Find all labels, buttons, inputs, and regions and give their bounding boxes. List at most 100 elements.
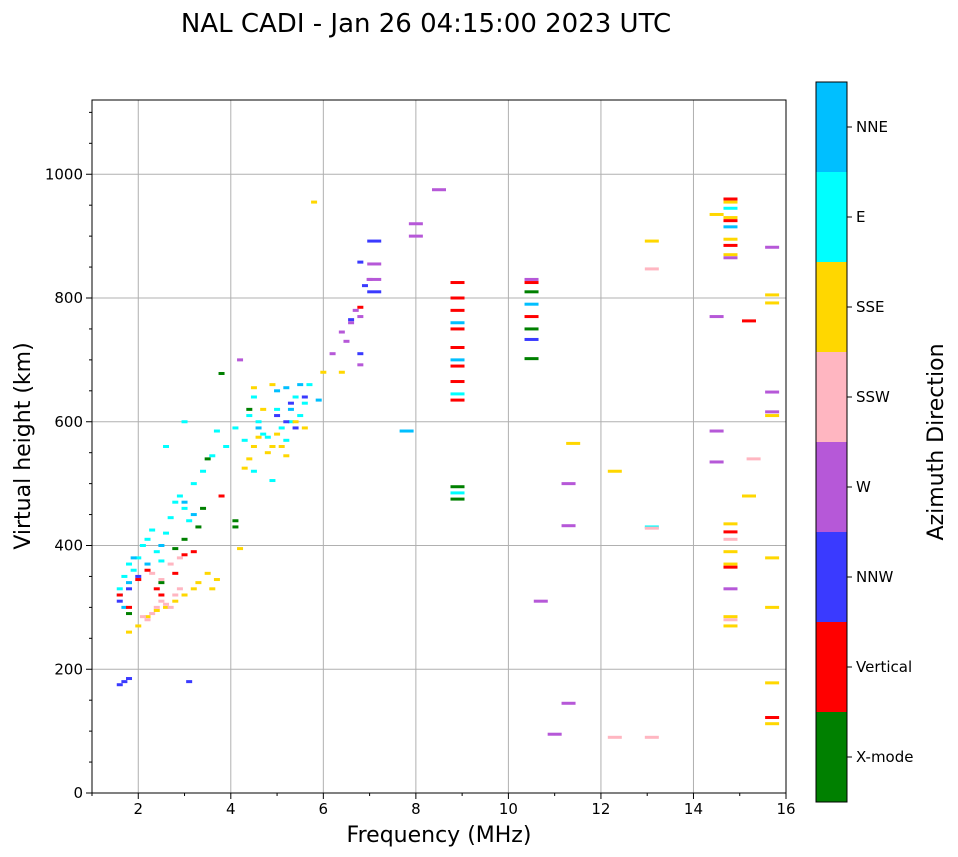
axis-layer: 2 4 6 8 10 12 14 16 0 200 400 600 800 1000 bbox=[45, 111, 796, 818]
data-point bbox=[765, 681, 780, 685]
data-point bbox=[126, 630, 133, 634]
x-tick-label: 12 bbox=[591, 800, 610, 818]
data-point bbox=[561, 524, 576, 528]
data-point bbox=[250, 445, 257, 448]
data-point bbox=[195, 581, 202, 585]
data-point bbox=[741, 494, 756, 498]
data-point bbox=[153, 608, 160, 612]
data-point bbox=[121, 574, 128, 578]
data-point bbox=[139, 615, 146, 619]
data-point bbox=[450, 308, 465, 312]
data-point bbox=[283, 386, 290, 390]
data-point bbox=[408, 222, 423, 226]
data-point bbox=[274, 432, 281, 436]
colorbar-segment bbox=[816, 712, 847, 802]
data-point bbox=[607, 735, 622, 739]
plot-frame bbox=[91, 99, 787, 794]
data-point bbox=[524, 315, 539, 319]
colorbar: X-mode Vertical NNW W SSW SSE E NNE bbox=[815, 81, 913, 803]
data-point bbox=[292, 420, 299, 424]
data-point bbox=[709, 460, 724, 464]
data-point bbox=[158, 578, 165, 582]
data-point bbox=[765, 245, 780, 249]
series-ssw bbox=[139, 267, 761, 739]
data-point bbox=[561, 482, 576, 486]
data-point bbox=[607, 469, 622, 473]
data-point bbox=[450, 485, 465, 489]
data-point bbox=[204, 571, 211, 575]
data-point bbox=[566, 441, 581, 445]
data-point bbox=[533, 599, 548, 603]
data-point bbox=[167, 562, 174, 566]
x-tick-label: 6 bbox=[319, 800, 329, 818]
data-point bbox=[260, 407, 267, 411]
colorbar-tick-label: X-mode bbox=[856, 748, 913, 766]
series-nnw bbox=[116, 239, 539, 687]
data-point bbox=[172, 599, 179, 603]
data-point bbox=[287, 407, 294, 411]
data-point bbox=[121, 680, 128, 684]
data-point bbox=[723, 587, 738, 591]
data-point bbox=[186, 680, 193, 684]
data-point bbox=[163, 602, 170, 606]
data-point bbox=[723, 537, 738, 541]
data-point bbox=[357, 315, 364, 319]
data-point bbox=[144, 562, 151, 566]
data-point bbox=[723, 615, 738, 619]
data-point bbox=[130, 556, 137, 560]
data-point bbox=[292, 426, 299, 430]
data-point bbox=[181, 593, 188, 597]
data-point bbox=[126, 562, 133, 566]
data-point bbox=[255, 426, 262, 430]
data-point bbox=[287, 420, 294, 424]
data-point bbox=[153, 550, 160, 554]
data-point bbox=[765, 293, 780, 297]
data-point bbox=[126, 605, 133, 609]
data-point bbox=[450, 491, 465, 495]
data-point bbox=[450, 327, 465, 331]
data-point bbox=[269, 445, 276, 448]
data-point bbox=[524, 277, 539, 281]
data-point bbox=[255, 420, 262, 424]
y-tick-label: 600 bbox=[54, 413, 83, 431]
data-point bbox=[301, 401, 308, 405]
data-point bbox=[357, 363, 364, 367]
colorbar-tick-label: NNE bbox=[856, 118, 888, 136]
data-point bbox=[232, 519, 239, 523]
data-point bbox=[297, 414, 304, 418]
data-point bbox=[765, 301, 780, 305]
data-point bbox=[158, 559, 165, 563]
data-point bbox=[237, 547, 244, 551]
data-point bbox=[432, 188, 446, 192]
data-point bbox=[158, 599, 165, 603]
data-point bbox=[135, 578, 142, 582]
series-vertical bbox=[116, 197, 780, 720]
data-point bbox=[135, 624, 142, 628]
data-point bbox=[524, 327, 539, 331]
data-point bbox=[139, 544, 146, 547]
series-x-mode bbox=[126, 290, 539, 616]
data-point bbox=[723, 522, 738, 526]
data-point bbox=[153, 605, 160, 609]
colorbar-tick-label: SSE bbox=[856, 298, 885, 316]
data-point bbox=[218, 494, 225, 498]
data-point bbox=[524, 290, 539, 294]
data-point bbox=[329, 352, 336, 356]
colorbar-segment bbox=[816, 622, 847, 712]
data-point bbox=[116, 683, 123, 687]
data-point bbox=[149, 612, 156, 616]
data-point bbox=[765, 556, 780, 560]
data-point bbox=[126, 581, 133, 585]
data-point bbox=[450, 321, 465, 325]
data-point bbox=[209, 454, 216, 458]
data-point bbox=[723, 618, 738, 622]
data-point bbox=[723, 216, 738, 220]
data-point bbox=[190, 587, 197, 591]
data-point bbox=[241, 438, 248, 442]
series-nne bbox=[116, 225, 738, 609]
data-point bbox=[357, 352, 364, 356]
data-point bbox=[361, 284, 368, 288]
colorbar-segment bbox=[816, 442, 847, 532]
data-point bbox=[218, 371, 225, 375]
